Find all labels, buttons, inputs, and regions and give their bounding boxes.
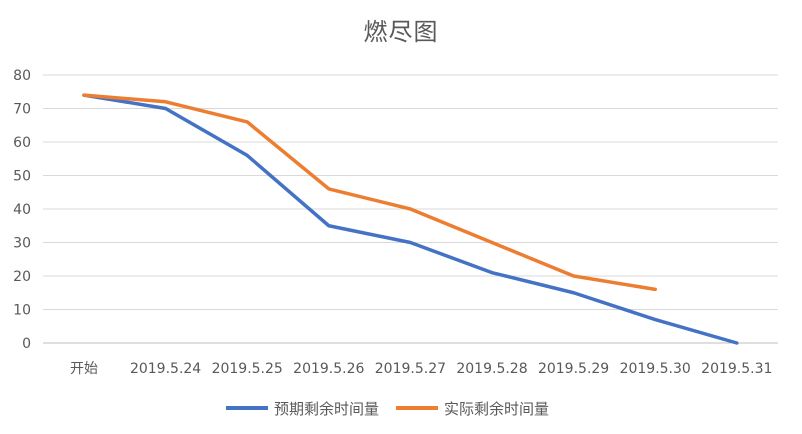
x-tick-label: 2019.5.30 <box>620 361 691 377</box>
y-tick-label: 60 <box>13 135 31 151</box>
legend-label: 预期剩余时间量 <box>274 400 379 418</box>
data-point <box>245 153 249 157</box>
x-tick-label: 2019.5.26 <box>293 361 364 377</box>
data-point <box>653 318 657 322</box>
x-tick-label: 2019.5.27 <box>375 361 446 377</box>
data-point <box>572 291 576 295</box>
x-tick-label: 2019.5.24 <box>130 361 201 377</box>
data-point <box>82 93 86 97</box>
data-point <box>164 107 168 110</box>
data-point <box>653 287 657 291</box>
data-point <box>327 224 331 228</box>
x-tick-label: 2019.5.28 <box>456 361 527 377</box>
data-point <box>490 241 494 244</box>
y-tick-label: 20 <box>13 269 31 285</box>
y-tick-label: 70 <box>13 102 31 118</box>
data-point <box>327 187 331 191</box>
data-point <box>245 120 249 124</box>
data-point <box>735 341 739 345</box>
y-tick-label: 40 <box>13 202 31 218</box>
x-tick-label: 开始 <box>70 361 98 377</box>
data-point <box>408 241 412 244</box>
y-tick-label: 10 <box>13 303 31 319</box>
data-point <box>164 100 168 104</box>
data-point <box>408 207 412 211</box>
data-point <box>490 271 494 275</box>
y-tick-label: 50 <box>13 169 31 185</box>
y-tick-label: 0 <box>22 336 31 352</box>
series-line-1 <box>82 93 657 292</box>
y-tick-label: 80 <box>13 68 31 84</box>
x-tick-label: 2019.5.29 <box>538 361 609 377</box>
legend-label: 实际剩余时间量 <box>444 400 549 418</box>
data-point <box>572 274 576 278</box>
series-line-0 <box>82 93 739 345</box>
y-tick-label: 30 <box>13 236 31 252</box>
x-tick-label: 2019.5.25 <box>212 361 283 377</box>
chart-title: 燃尽图 <box>363 18 439 46</box>
x-tick-label: 2019.5.31 <box>701 361 772 377</box>
